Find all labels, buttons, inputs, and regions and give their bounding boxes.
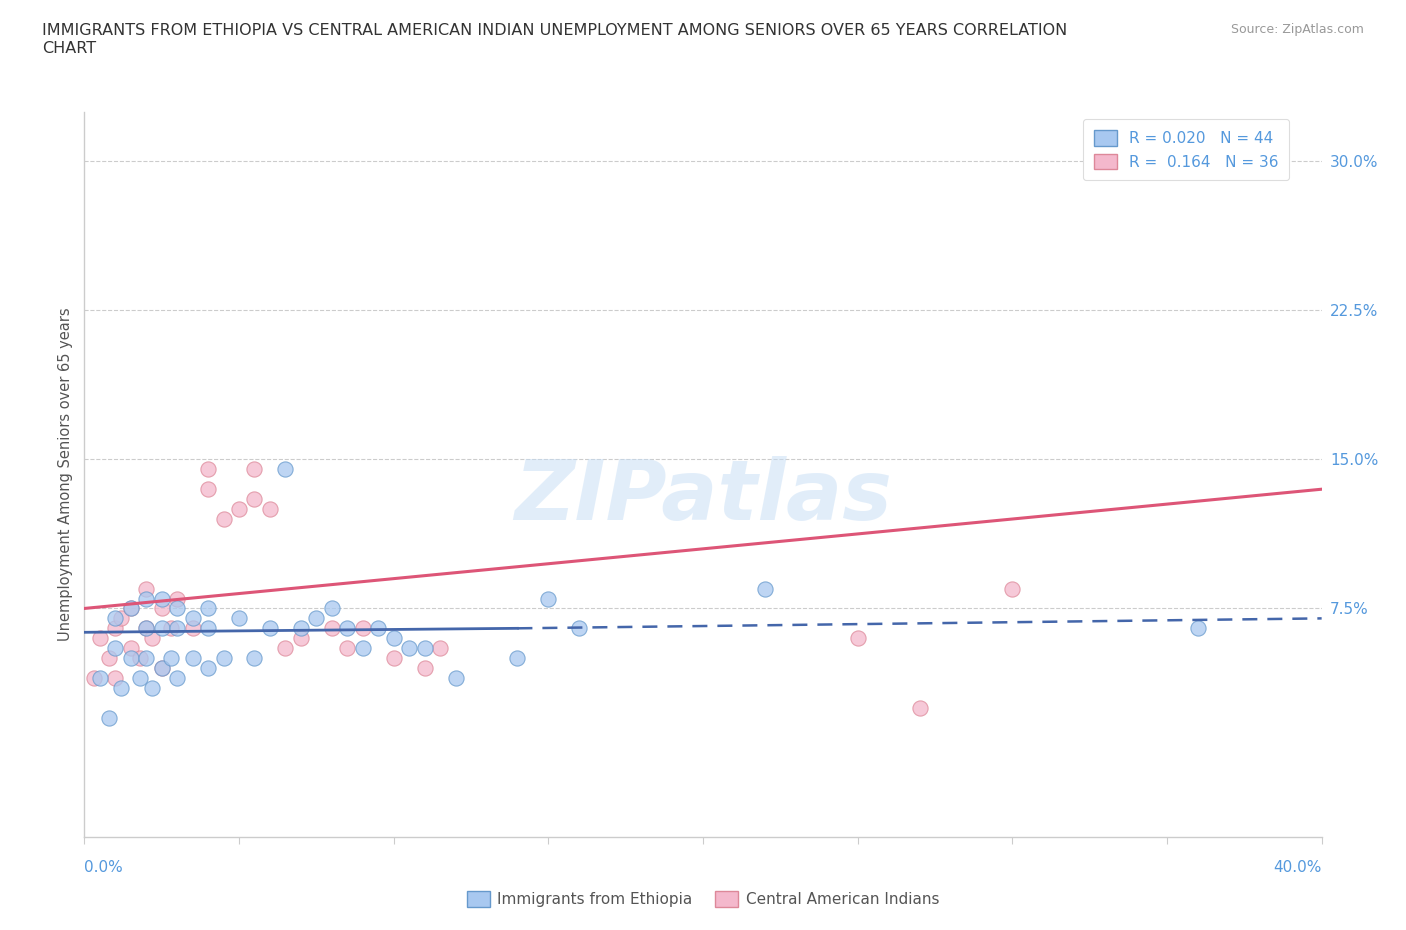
Point (150, 660, 173, 675)
Point (160, 651, 183, 666)
Point (1001, 581, 1024, 596)
Y-axis label: Unemployment Among Seniors over 65 years: Unemployment Among Seniors over 65 years (58, 308, 73, 641)
Point (104, 641, 127, 656)
Point (83, 671, 105, 685)
Point (150, 591, 173, 606)
Point (181, 621, 204, 636)
Point (846, 631, 869, 645)
Point (120, 641, 142, 656)
Point (141, 681, 163, 696)
Point (104, 611, 127, 626)
Point (89, 671, 111, 685)
Point (212, 512, 235, 526)
Point (908, 700, 931, 715)
Legend: Immigrants from Ethiopia, Central American Indians: Immigrants from Ethiopia, Central Americ… (461, 884, 945, 913)
Point (98, 651, 121, 666)
Point (166, 671, 188, 685)
Point (104, 621, 127, 636)
Point (135, 651, 157, 666)
Point (166, 591, 188, 606)
Point (259, 501, 281, 516)
Text: ZIPatlas: ZIPatlas (515, 456, 891, 537)
Point (1249, 164, 1271, 179)
Text: Source: ZipAtlas.com: Source: ZipAtlas.com (1230, 23, 1364, 36)
Point (290, 621, 312, 636)
Legend: R = 0.020   N = 44, R =  0.164   N = 36: R = 0.020 N = 44, R = 0.164 N = 36 (1083, 119, 1289, 180)
Point (150, 621, 173, 636)
Point (197, 462, 219, 477)
Point (243, 492, 266, 507)
Point (110, 681, 132, 696)
Point (150, 601, 173, 616)
Point (129, 671, 152, 685)
Point (120, 651, 142, 666)
Point (135, 581, 157, 596)
Text: 40.0%: 40.0% (1274, 860, 1322, 875)
Point (413, 641, 436, 656)
Point (120, 601, 142, 616)
Point (212, 651, 235, 666)
Point (321, 601, 343, 616)
Point (228, 611, 250, 626)
Point (336, 621, 359, 636)
Point (305, 611, 328, 626)
Point (259, 621, 281, 636)
Point (1187, 621, 1209, 636)
Point (181, 611, 204, 626)
Point (135, 591, 157, 606)
Point (197, 621, 219, 636)
Point (537, 591, 560, 606)
Point (506, 651, 529, 666)
Text: 0.0%: 0.0% (84, 860, 124, 875)
Point (98, 711, 121, 725)
Point (228, 501, 250, 516)
Point (429, 641, 451, 656)
Point (382, 631, 405, 645)
Point (166, 621, 188, 636)
Point (367, 621, 389, 636)
Point (274, 462, 297, 477)
Point (444, 671, 467, 685)
Point (197, 482, 219, 497)
Point (197, 660, 219, 675)
Point (243, 462, 266, 477)
Point (398, 641, 420, 656)
Point (290, 631, 312, 645)
Point (135, 621, 157, 636)
Point (160, 621, 183, 636)
Point (352, 621, 374, 636)
Text: IMMIGRANTS FROM ETHIOPIA VS CENTRAL AMERICAN INDIAN UNEMPLOYMENT AMONG SENIORS O: IMMIGRANTS FROM ETHIOPIA VS CENTRAL AMER… (42, 23, 1067, 56)
Point (141, 631, 163, 645)
Point (110, 611, 132, 626)
Point (336, 641, 359, 656)
Point (181, 651, 204, 666)
Point (197, 601, 219, 616)
Point (120, 601, 142, 616)
Point (321, 621, 343, 636)
Point (568, 621, 591, 636)
Point (89, 631, 111, 645)
Point (413, 660, 436, 675)
Point (274, 641, 297, 656)
Point (754, 581, 776, 596)
Point (150, 660, 173, 675)
Point (166, 601, 188, 616)
Point (243, 651, 266, 666)
Point (382, 651, 405, 666)
Point (135, 621, 157, 636)
Point (352, 641, 374, 656)
Point (129, 651, 152, 666)
Point (104, 671, 127, 685)
